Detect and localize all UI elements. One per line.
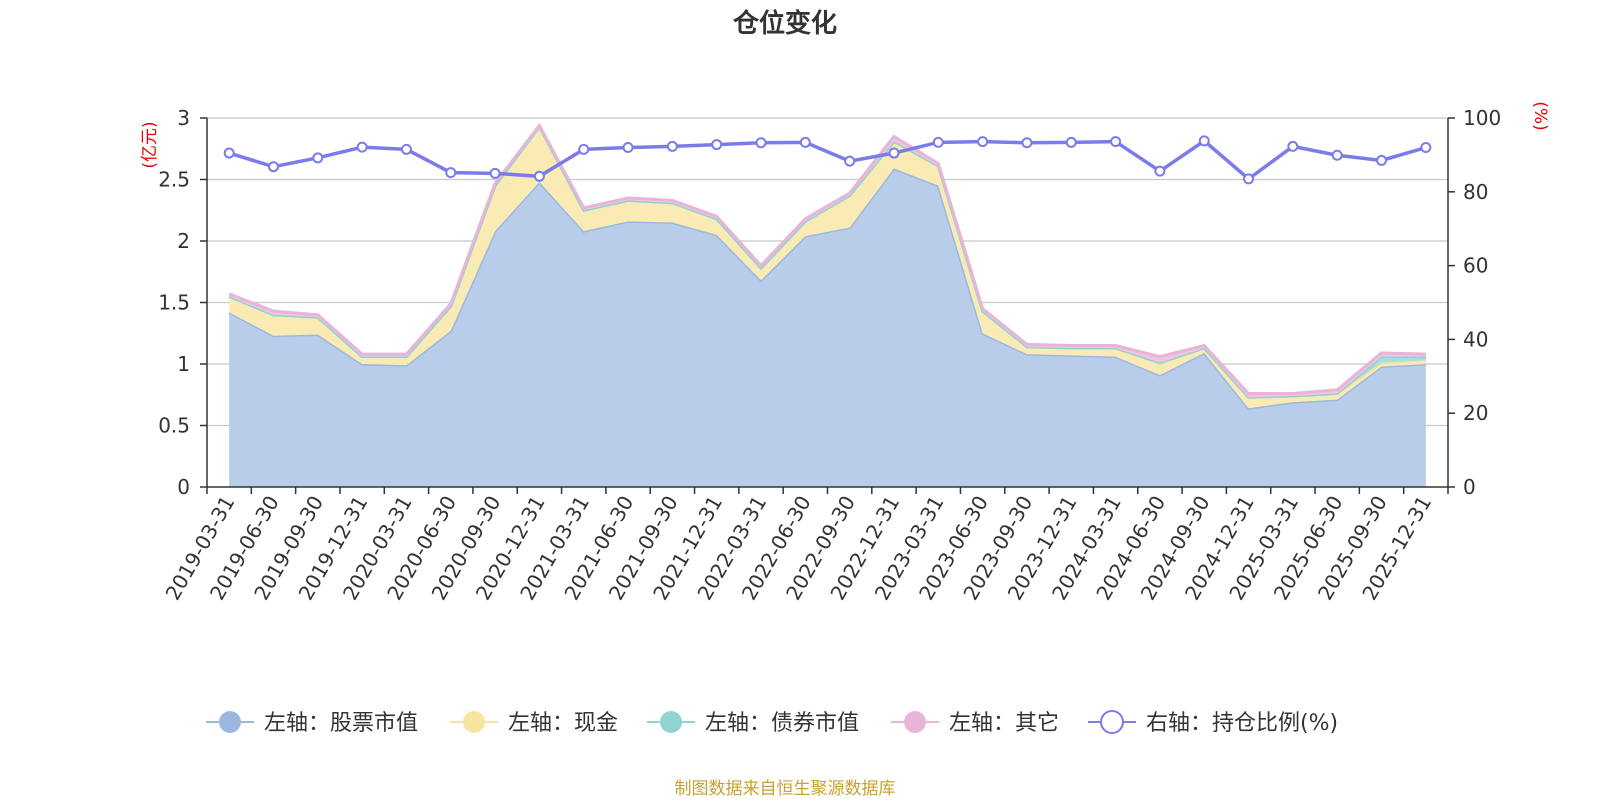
ratio-point bbox=[489, 167, 501, 179]
right-axis-tick-label: 100 bbox=[1463, 106, 1501, 130]
area-series-1 bbox=[229, 126, 1426, 409]
left-axis-tick-label: 1 bbox=[177, 352, 190, 376]
area-edge-series-3 bbox=[228, 122, 1426, 396]
right-axis-tick-label: 0 bbox=[1463, 475, 1476, 499]
ratio-point bbox=[711, 139, 723, 151]
ratio-line-path bbox=[228, 138, 1427, 182]
legend-marker bbox=[1100, 710, 1124, 734]
legend-label: 左轴：股票市值 bbox=[264, 711, 418, 736]
left-axis-tick-label: 1.5 bbox=[158, 291, 190, 315]
legend-marker bbox=[904, 711, 926, 733]
left-axis-unit: (亿元) bbox=[140, 121, 160, 168]
ratio-point bbox=[932, 136, 944, 148]
legend[interactable]: 左轴：股票市值 左轴：现金 左轴：债券市值 左轴：其它 右轴：持仓比例(%) bbox=[206, 710, 1338, 736]
ratio-point bbox=[267, 161, 279, 173]
ratio-point bbox=[223, 147, 235, 159]
legend-marker bbox=[463, 711, 485, 733]
ratio-point bbox=[400, 143, 412, 155]
right-axis-tick-label: 80 bbox=[1463, 180, 1488, 204]
legend-marker bbox=[660, 711, 682, 733]
holding-ratio-line bbox=[223, 135, 1432, 185]
ratio-point bbox=[755, 137, 767, 149]
ratio-point bbox=[1331, 149, 1343, 161]
ratio-point bbox=[1198, 135, 1210, 147]
left-axis-tick-label: 2 bbox=[177, 229, 190, 253]
ratio-point bbox=[578, 143, 590, 155]
legend-label: 左轴：现金 bbox=[508, 711, 618, 736]
ratio-point bbox=[312, 152, 324, 164]
ratio-point bbox=[622, 142, 634, 154]
ratio-point bbox=[799, 136, 811, 148]
ratio-point bbox=[666, 140, 678, 152]
right-axis-unit: (%) bbox=[1530, 101, 1550, 130]
ratio-point bbox=[533, 170, 545, 182]
ratio-point bbox=[1065, 136, 1077, 148]
legend-label: 左轴：其它 bbox=[949, 711, 1059, 736]
left-axis-tick-label: 0.5 bbox=[158, 414, 190, 438]
ratio-point bbox=[1154, 165, 1166, 177]
ratio-point bbox=[1243, 173, 1255, 185]
stacked-areas bbox=[228, 122, 1426, 487]
ratio-point bbox=[888, 147, 900, 159]
source-note: 制图数据来自恒生聚源数据库 bbox=[675, 779, 896, 799]
left-axis-tick-label: 2.5 bbox=[158, 168, 190, 192]
legend-label: 左轴：债券市值 bbox=[705, 711, 859, 736]
ratio-point bbox=[356, 141, 368, 153]
legend-marker bbox=[219, 711, 241, 733]
ratio-point bbox=[1021, 137, 1033, 149]
left-axis-tick-label: 0 bbox=[177, 475, 190, 499]
left-axis-tick-label: 3 bbox=[177, 106, 190, 130]
ratio-point bbox=[1287, 140, 1299, 152]
ratio-point bbox=[844, 155, 856, 167]
area-series-0 bbox=[229, 168, 1426, 487]
ratio-point bbox=[1420, 142, 1432, 154]
legend-label: 右轴：持仓比例(%) bbox=[1146, 711, 1338, 736]
ratio-point bbox=[1376, 154, 1388, 166]
right-axis-tick-label: 60 bbox=[1463, 254, 1488, 278]
ratio-point bbox=[977, 136, 989, 148]
right-axis-tick-label: 20 bbox=[1463, 401, 1488, 425]
ratio-point bbox=[1110, 136, 1122, 148]
chart-title: 仓位变化 bbox=[732, 8, 837, 39]
ratio-point bbox=[445, 167, 457, 179]
right-axis-tick-label: 40 bbox=[1463, 327, 1488, 351]
